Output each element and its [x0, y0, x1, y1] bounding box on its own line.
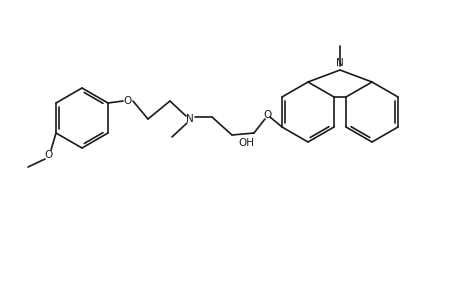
Text: O: O — [263, 110, 272, 120]
Text: O: O — [124, 96, 132, 106]
Text: N: N — [335, 58, 343, 68]
Text: O: O — [44, 150, 52, 160]
Text: OH: OH — [238, 138, 253, 148]
Text: N: N — [186, 114, 193, 124]
